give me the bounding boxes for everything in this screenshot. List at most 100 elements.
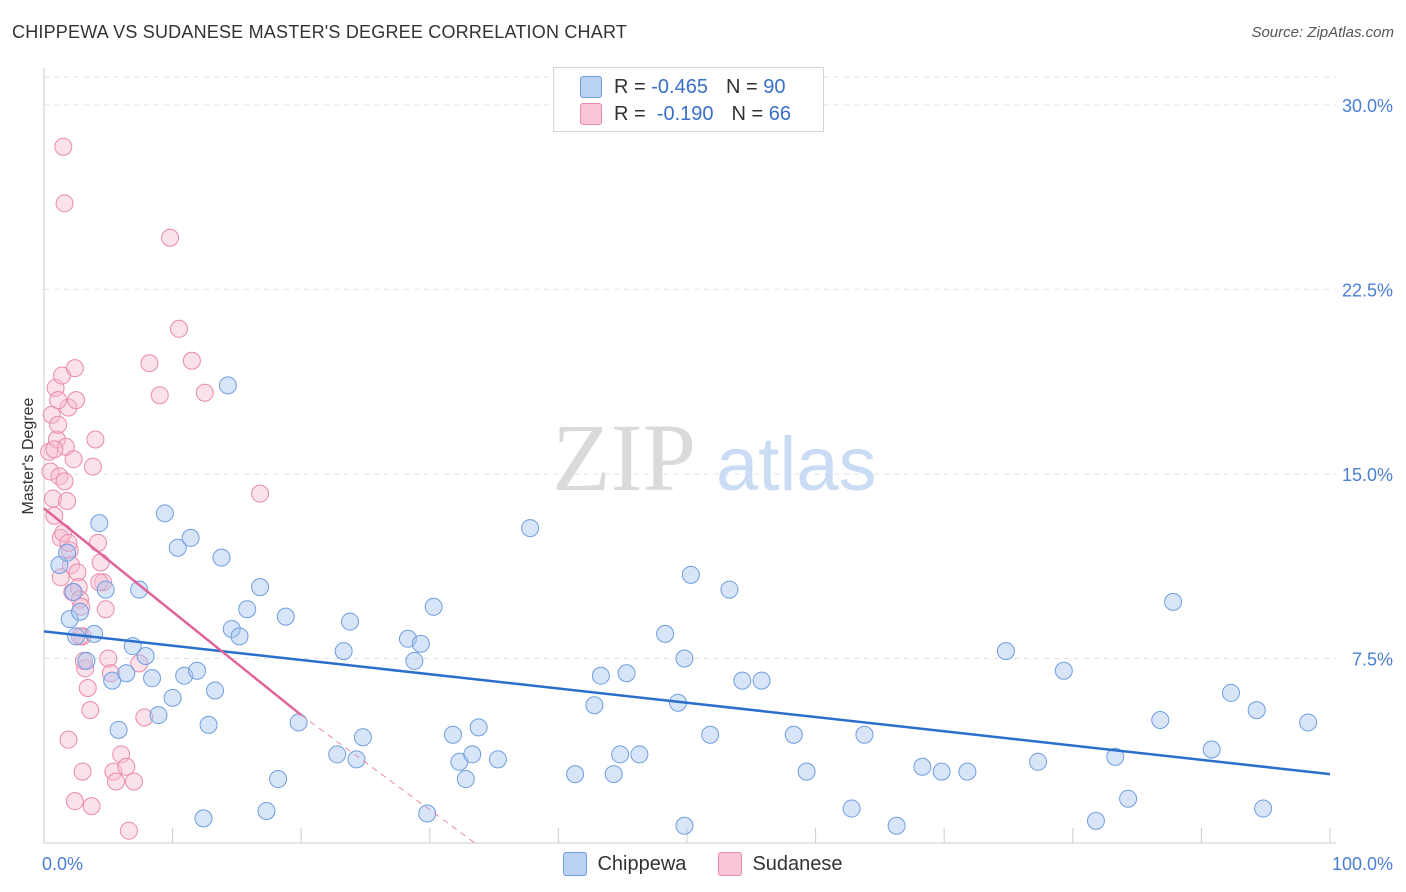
chippewa-point: [109, 720, 128, 739]
chippewa-point: [64, 583, 83, 602]
chippewa-point: [90, 514, 109, 533]
chippewa-point: [1054, 661, 1073, 680]
chippewa-point: [143, 669, 162, 688]
chippewa-point: [251, 578, 270, 597]
chippewa-point: [591, 666, 610, 685]
sudanese-point: [81, 701, 100, 720]
series-swatch-chippewa: [563, 852, 588, 876]
legend-swatch-chippewa: [580, 76, 602, 98]
chippewa-point: [276, 607, 295, 626]
chippewa-point: [424, 597, 443, 616]
sudanese-point: [86, 430, 105, 449]
chippewa-point: [932, 762, 951, 781]
sudanese-point: [119, 821, 138, 840]
sudanese-point: [55, 472, 74, 491]
chippewa-point: [269, 770, 288, 789]
chippewa-points: [50, 376, 1318, 835]
chippewa-point: [155, 504, 174, 523]
chippewa-point: [1151, 710, 1170, 729]
chippewa-point: [117, 664, 136, 683]
legend-swatch-sudanese: [580, 103, 602, 125]
chippewa-point: [1164, 592, 1183, 611]
sudanese-point: [82, 797, 101, 816]
chippewa-point: [194, 809, 213, 828]
chippewa-point: [1119, 789, 1138, 808]
watermark-zip: ZIP: [552, 404, 696, 511]
chippewa-point: [289, 713, 308, 732]
chippewa-point: [1086, 811, 1105, 830]
sudanese-points: [40, 137, 270, 840]
sudanese-point: [58, 492, 77, 511]
chippewa-point: [58, 543, 77, 562]
chippewa-point: [521, 519, 540, 538]
sudanese-trend-extension: [300, 714, 476, 844]
sudanese-point: [64, 450, 83, 469]
chippewa-point: [136, 647, 155, 666]
chippewa-point: [168, 538, 187, 557]
chippewa-trend-line: [43, 630, 1331, 776]
legend-row-sudanese: R = -0.190 N = 66: [580, 101, 791, 127]
sudanese-point: [49, 391, 68, 410]
chippewa-point: [405, 651, 424, 670]
chippewa-point: [617, 664, 636, 683]
sudanese-point: [71, 590, 90, 609]
series-label-sudanese: Sudanese: [752, 852, 843, 875]
chippewa-point: [443, 725, 462, 744]
chippewa-point: [463, 745, 482, 764]
sudanese-point: [99, 649, 118, 668]
chippewa-point: [1247, 701, 1266, 720]
sudanese-point: [59, 533, 78, 552]
chippewa-point: [199, 715, 218, 734]
sudanese-point: [117, 757, 136, 776]
chippewa-point: [752, 671, 771, 690]
sudanese-point: [83, 457, 102, 476]
chippewa-point: [842, 799, 861, 818]
x-minor-ticks: [172, 828, 1331, 843]
sudanese-trend-line: [43, 507, 302, 717]
chippewa-point: [681, 565, 700, 584]
sudanese-point: [101, 664, 120, 683]
chippewa-point: [733, 671, 752, 690]
chippewa-point: [1106, 747, 1125, 766]
y-tick-label: 15.0%: [1342, 465, 1393, 485]
sudanese-point: [150, 386, 169, 405]
sudanese-point: [65, 359, 84, 378]
y-tick-label: 30.0%: [1342, 96, 1393, 116]
chart-title: CHIPPEWA VS SUDANESE MASTER'S DEGREE COR…: [12, 22, 628, 42]
sudanese-point: [68, 563, 87, 582]
chippewa-point: [238, 600, 257, 619]
sudanese-point: [76, 659, 95, 678]
chippewa-point: [913, 757, 932, 776]
sudanese-point: [125, 772, 144, 791]
chippewa-point: [85, 624, 104, 643]
sudanese-point: [89, 533, 108, 552]
chippewa-point: [77, 651, 96, 670]
chippewa-point: [149, 706, 168, 725]
chippewa-point: [130, 580, 149, 599]
legend-r-value: -0.190: [656, 102, 714, 125]
legend-r-label: R =: [614, 102, 646, 125]
legend-n-value: 90: [763, 75, 786, 98]
watermark-atlas: atlas: [716, 422, 877, 507]
chippewa-point: [675, 816, 694, 835]
chippewa-point: [341, 612, 360, 631]
chippewa-point: [218, 376, 237, 395]
zipatlas-watermark: ZIP atlas: [552, 404, 877, 511]
chippewa-point: [566, 765, 585, 784]
sudanese-point: [170, 319, 189, 338]
chippewa-point: [797, 762, 816, 781]
chippewa-point: [720, 580, 739, 599]
y-tick-label: 7.5%: [1352, 649, 1393, 669]
sudanese-point: [135, 708, 154, 727]
legend-r-label: R =: [614, 75, 646, 98]
chippewa-point: [887, 816, 906, 835]
sudanese-point: [130, 654, 149, 673]
sudanese-point: [182, 351, 201, 370]
sudanese-point: [59, 398, 78, 417]
chippewa-point: [353, 728, 372, 747]
chippewa-point: [71, 602, 90, 621]
chippewa-point: [855, 725, 874, 744]
sudanese-point: [60, 541, 79, 560]
chippewa-point: [230, 627, 249, 646]
chippewa-point: [212, 548, 231, 567]
